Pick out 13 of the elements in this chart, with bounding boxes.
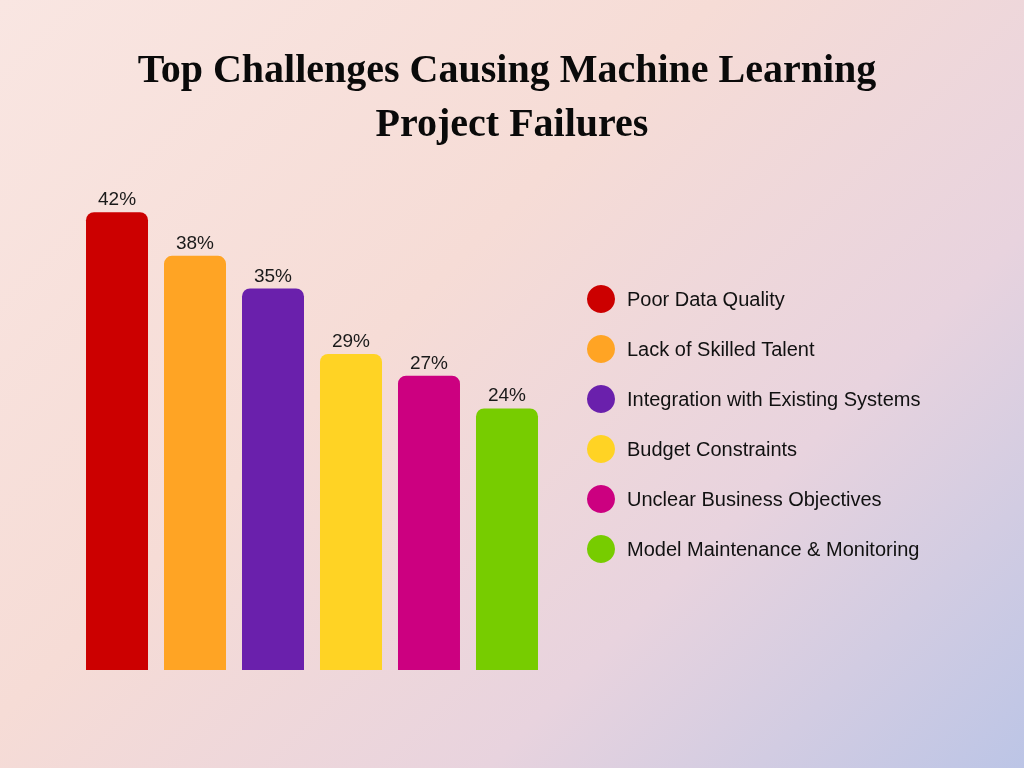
legend-label: Integration with Existing Systems (627, 388, 921, 410)
legend-label: Unclear Business Objectives (627, 488, 882, 510)
legend-label: Model Maintenance & Monitoring (627, 538, 920, 560)
data-label: 24% (487, 384, 527, 406)
data-label: 29% (331, 329, 371, 351)
chart-title: Top Challenges Causing Machine Learning Project Failures (137, 45, 887, 145)
legend-label: Poor Data Quality (627, 288, 785, 310)
legend-label: Budget Constraints (627, 438, 798, 460)
data-label: 38% (175, 231, 215, 253)
data-label: 42% (97, 188, 137, 210)
data-label: 35% (253, 264, 293, 286)
legend-label: Lack of Skilled Talent (627, 338, 815, 360)
data-label: 27% (409, 351, 449, 373)
